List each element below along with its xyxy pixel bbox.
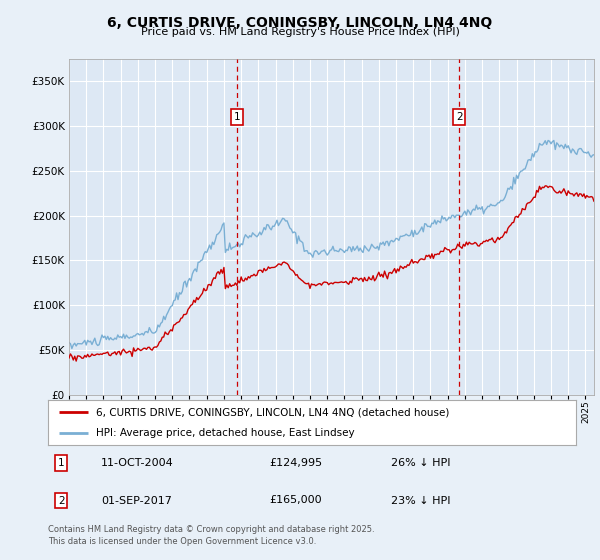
Text: 23% ↓ HPI: 23% ↓ HPI xyxy=(391,496,451,506)
Text: HPI: Average price, detached house, East Lindsey: HPI: Average price, detached house, East… xyxy=(95,428,354,438)
Text: 1: 1 xyxy=(234,112,241,122)
Text: 2: 2 xyxy=(58,496,65,506)
Text: 01-SEP-2017: 01-SEP-2017 xyxy=(101,496,172,506)
Text: Contains HM Land Registry data © Crown copyright and database right 2025.
This d: Contains HM Land Registry data © Crown c… xyxy=(48,525,374,546)
Text: 6, CURTIS DRIVE, CONINGSBY, LINCOLN, LN4 4NQ (detached house): 6, CURTIS DRIVE, CONINGSBY, LINCOLN, LN4… xyxy=(95,408,449,418)
Text: Price paid vs. HM Land Registry's House Price Index (HPI): Price paid vs. HM Land Registry's House … xyxy=(140,27,460,37)
Text: £165,000: £165,000 xyxy=(270,496,322,506)
Text: 11-OCT-2004: 11-OCT-2004 xyxy=(101,459,173,468)
Text: 6, CURTIS DRIVE, CONINGSBY, LINCOLN, LN4 4NQ: 6, CURTIS DRIVE, CONINGSBY, LINCOLN, LN4… xyxy=(107,16,493,30)
Text: 1: 1 xyxy=(58,459,65,468)
Text: £124,995: £124,995 xyxy=(270,459,323,468)
Text: 2: 2 xyxy=(456,112,463,122)
Text: 26% ↓ HPI: 26% ↓ HPI xyxy=(391,459,451,468)
